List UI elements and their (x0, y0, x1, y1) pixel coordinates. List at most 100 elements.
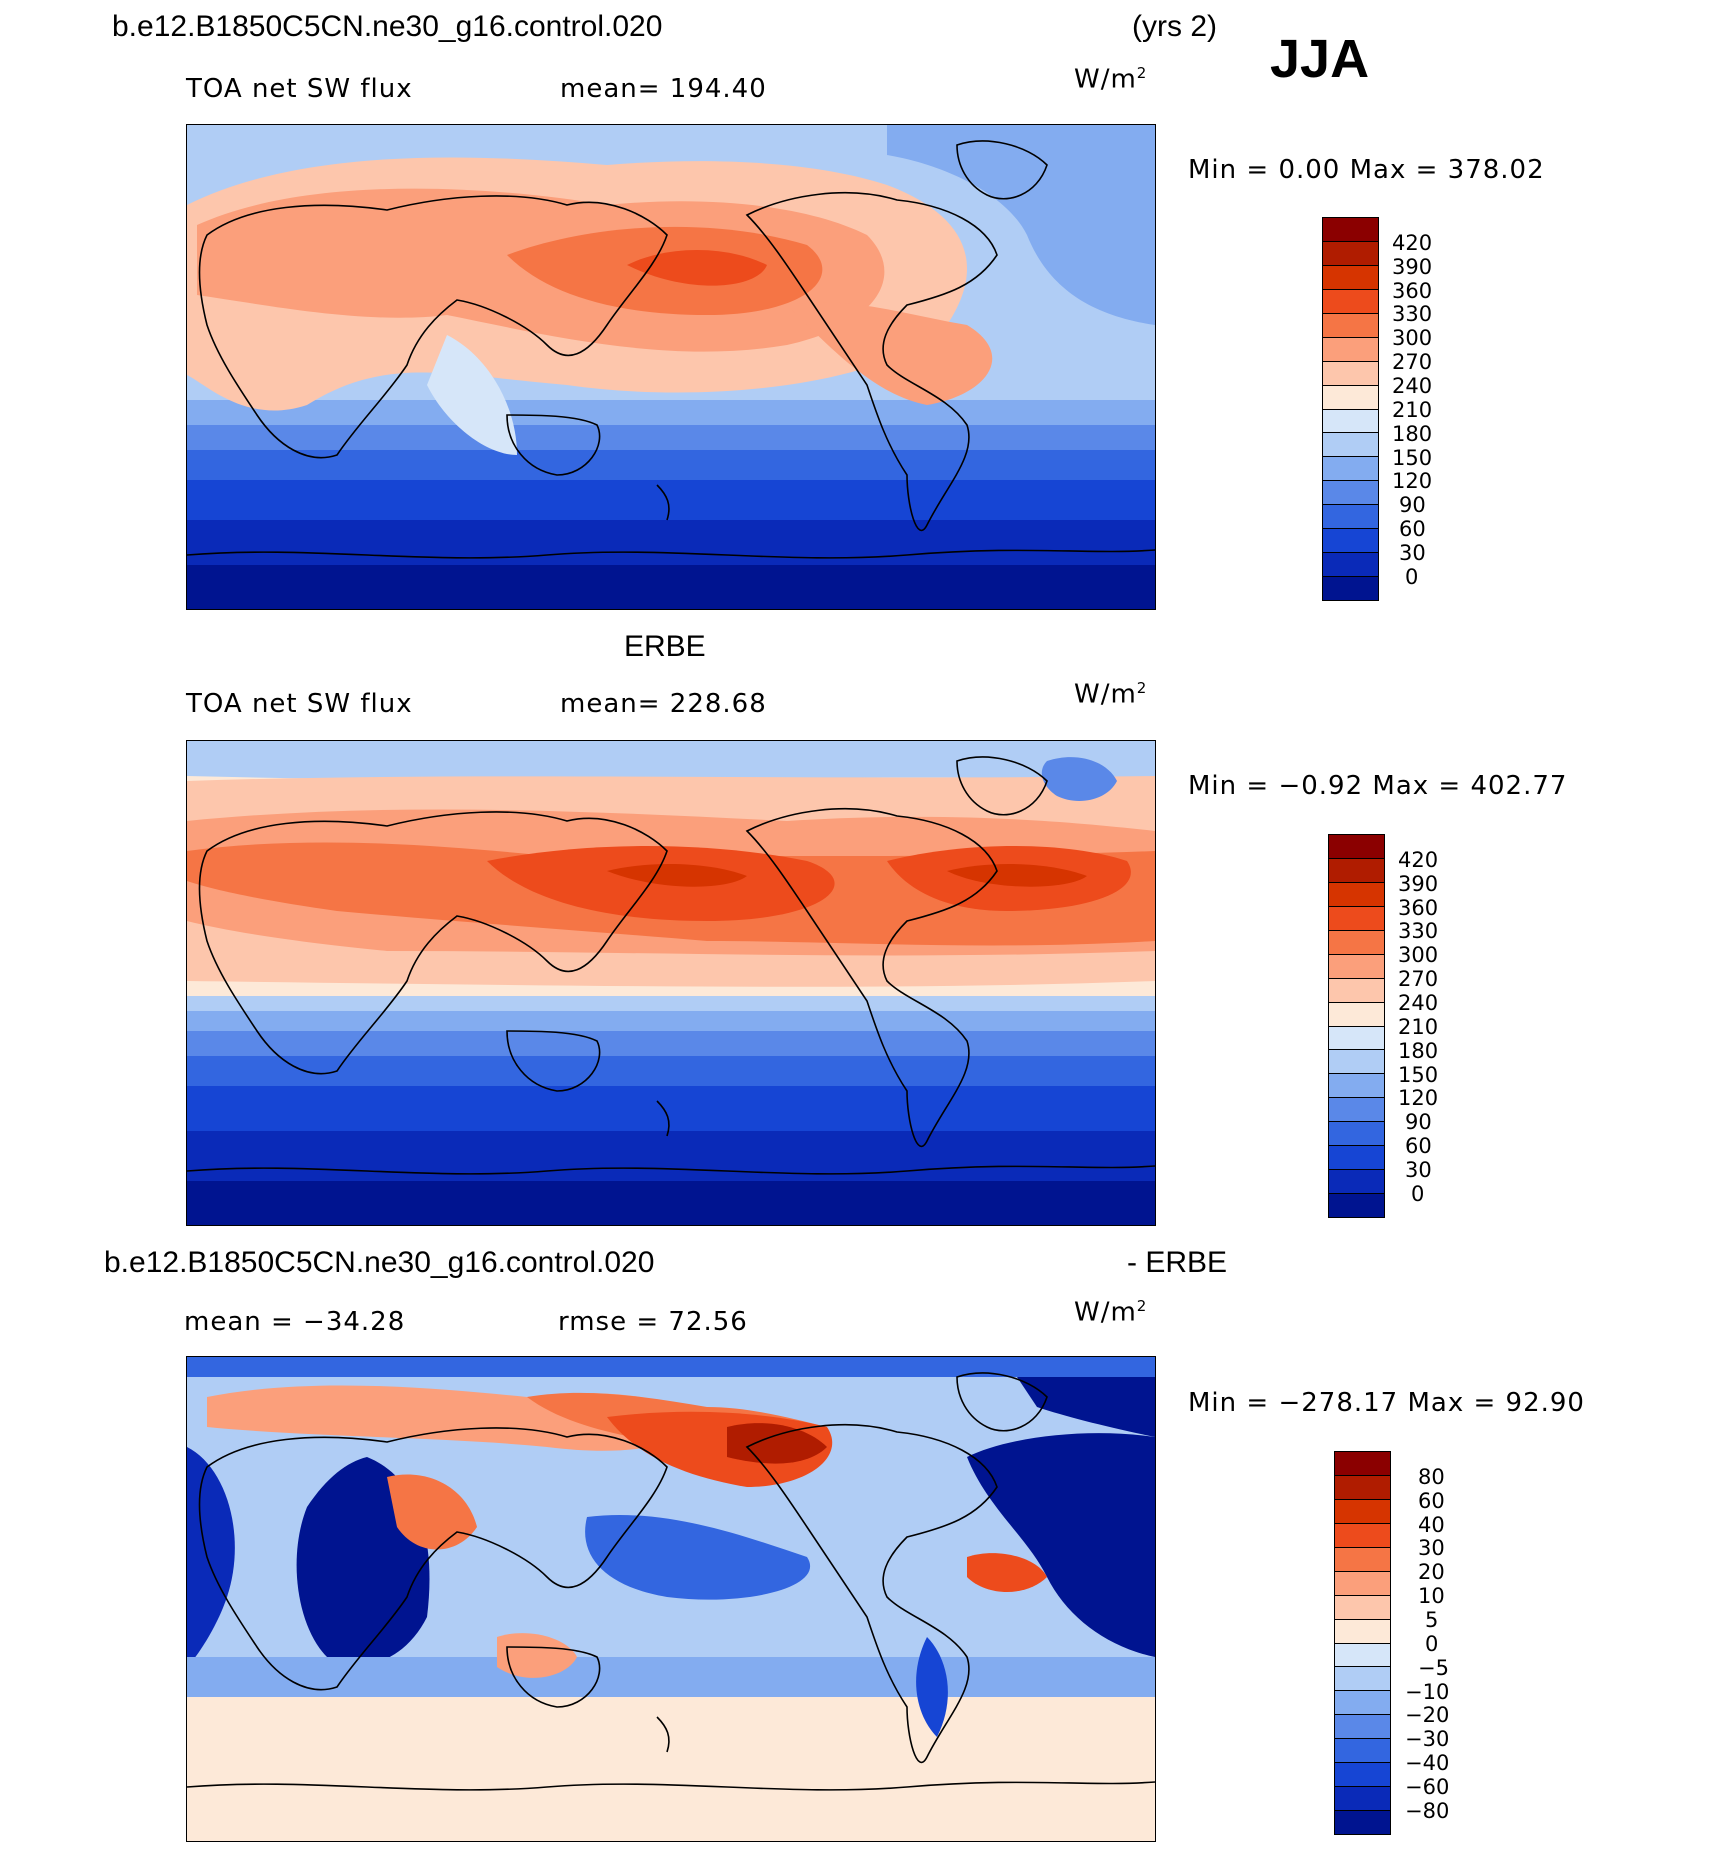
panel1-colorbar-swatch (1323, 385, 1378, 410)
panel3-title-left: b.e12.B1850C5CN.ne30_g16.control.020 (104, 1246, 655, 1279)
panel3-colorbar-swatch (1335, 1547, 1390, 1572)
panel3-colorbar-swatch (1335, 1523, 1390, 1548)
panel1-cbar-label: 330 (1392, 302, 1433, 326)
panel2-mean: mean= 228.68 (560, 689, 767, 719)
panel1-colorbar-swatch (1323, 265, 1378, 290)
panel1-colorbar-swatch (1323, 481, 1378, 506)
panel3-cbar-label: −10 (1405, 1680, 1450, 1704)
panel2-colorbar-swatch (1329, 1098, 1384, 1123)
panel3-cbar-label: 10 (1418, 1584, 1445, 1608)
panel2-minmax: Min = −0.92 Max = 402.77 (1188, 771, 1568, 801)
panel2-cbar-label: 180 (1398, 1039, 1439, 1063)
panel3-colorbar-swatch (1335, 1691, 1390, 1716)
panel2-colorbar-swatch (1329, 1074, 1384, 1099)
panel2-colorbar-swatch (1329, 906, 1384, 931)
panel1-units: W/m2 (1074, 64, 1148, 95)
panel2-variable: TOA net SW flux (186, 689, 413, 719)
panel1-mean: mean= 194.40 (560, 74, 767, 104)
panel3-rmse: rmse = 72.56 (558, 1307, 748, 1337)
panel1-colorbar-swatch (1323, 337, 1378, 362)
panel2-colorbar-swatch (1329, 858, 1384, 883)
panel3-colorbar-swatch (1335, 1715, 1390, 1740)
panel1-cbar-label: 150 (1392, 446, 1433, 470)
panel3-colorbar-swatch (1335, 1787, 1390, 1812)
panel1-map (186, 124, 1156, 610)
panel1-cbar-label: 270 (1392, 350, 1433, 374)
case-title: b.e12.B1850C5CN.ne30_g16.control.020 (112, 10, 663, 43)
panel2-cbar-label: 150 (1398, 1063, 1439, 1087)
panel2-colorbar-swatch (1329, 1146, 1384, 1171)
panel2-cbar-label: 120 (1398, 1086, 1439, 1110)
panel1-colorbar-swatch (1323, 409, 1378, 434)
panel3-colorbar-swatch (1335, 1643, 1390, 1668)
panel1-cbar-label: 390 (1392, 255, 1433, 279)
panel2-colorbar-swatch (1329, 1122, 1384, 1147)
panel1-cbar-label: 90 (1399, 493, 1426, 517)
panel1-variable: TOA net SW flux (186, 74, 413, 104)
panel1-cbar-label: 300 (1392, 326, 1433, 350)
panel2-units: W/m2 (1074, 679, 1148, 710)
panel2-colorbar-swatch (1329, 882, 1384, 907)
panel1-colorbar-swatch (1323, 289, 1378, 314)
panel3-cbar-label: 30 (1418, 1536, 1445, 1560)
panel2-colorbar-swatch (1329, 1026, 1384, 1051)
panel1-colorbar-swatch (1323, 577, 1378, 600)
panel1-colorbar-swatch (1323, 529, 1378, 554)
panel2-colorbar-swatch (1329, 1002, 1384, 1027)
panel3-colorbar-swatch (1335, 1499, 1390, 1524)
panel2-colorbar-swatch (1329, 954, 1384, 979)
panel1-cbar-label: 180 (1392, 422, 1433, 446)
panel1-cbar-label: 240 (1392, 374, 1433, 398)
panel1-cbar-label: 120 (1392, 469, 1433, 493)
panel1-minmax: Min = 0.00 Max = 378.02 (1188, 155, 1545, 185)
panel2-colorbar-swatch (1329, 978, 1384, 1003)
panel1-colorbar-swatch (1323, 505, 1378, 530)
panel3-units: W/m2 (1074, 1297, 1148, 1328)
panel3-cbar-label: −30 (1405, 1727, 1450, 1751)
panel1-colorbar-swatch (1323, 457, 1378, 482)
panel3-cbar-label: 5 (1425, 1608, 1439, 1632)
panel3-cbar-label: −40 (1405, 1751, 1450, 1775)
panel3-cbar-label: 80 (1418, 1465, 1445, 1489)
panel2-colorbar-swatch (1329, 930, 1384, 955)
panel3-colorbar-swatch (1335, 1739, 1390, 1764)
panel1-colorbar-swatch (1323, 433, 1378, 458)
panel2-colorbar-swatch (1329, 1170, 1384, 1195)
panel1-cbar-label: 360 (1392, 279, 1433, 303)
panel3-colorbar-swatch (1335, 1667, 1390, 1692)
panel2-cbar-label: 90 (1405, 1110, 1432, 1134)
panel3-map (186, 1356, 1156, 1842)
panel1-cbar-label: 420 (1392, 231, 1433, 255)
panel2-cbar-label: 60 (1405, 1134, 1432, 1158)
panel3-cbar-label: −5 (1418, 1656, 1449, 1680)
panel1-colorbar-swatch (1323, 241, 1378, 266)
panel2-map (186, 740, 1156, 1226)
panel2-cbar-label: 210 (1398, 1015, 1439, 1039)
panel2-colorbar-swatch (1329, 835, 1384, 859)
panel1-cbar-label: 30 (1399, 541, 1426, 565)
panel1-colorbar-swatch (1323, 361, 1378, 386)
panel3-colorbar-swatch (1335, 1619, 1390, 1644)
panel2-cbar-label: 390 (1398, 872, 1439, 896)
panel1-colorbar-swatch (1323, 313, 1378, 338)
panel1-colorbar-swatch (1323, 553, 1378, 578)
panel1-cbar-label: 210 (1392, 398, 1433, 422)
panel3-colorbar-box (1334, 1451, 1391, 1835)
panel3-mean: mean = −34.28 (184, 1307, 406, 1337)
panel3-cbar-label: 0 (1425, 1632, 1439, 1656)
panel3-title-right: - ERBE (1127, 1246, 1228, 1279)
panel3-cbar-label: −60 (1405, 1775, 1450, 1799)
panel1-cbar-label: 60 (1399, 517, 1426, 541)
panel3-colorbar-swatch (1335, 1452, 1390, 1476)
panel2-cbar-label: 270 (1398, 967, 1439, 991)
panel3-colorbar-swatch (1335, 1571, 1390, 1596)
panel3-colorbar-swatch (1335, 1595, 1390, 1620)
panel2-cbar-label: 420 (1398, 848, 1439, 872)
panel1-colorbar-swatch (1323, 218, 1378, 242)
panel2-colorbar-swatch (1329, 1050, 1384, 1075)
panel3-cbar-label: 20 (1418, 1560, 1445, 1584)
panel2-colorbar-box (1328, 834, 1385, 1218)
panel2-colorbar-swatch (1329, 1194, 1384, 1217)
panel3-colorbar-swatch (1335, 1811, 1390, 1834)
panel2-cbar-label: 300 (1398, 943, 1439, 967)
